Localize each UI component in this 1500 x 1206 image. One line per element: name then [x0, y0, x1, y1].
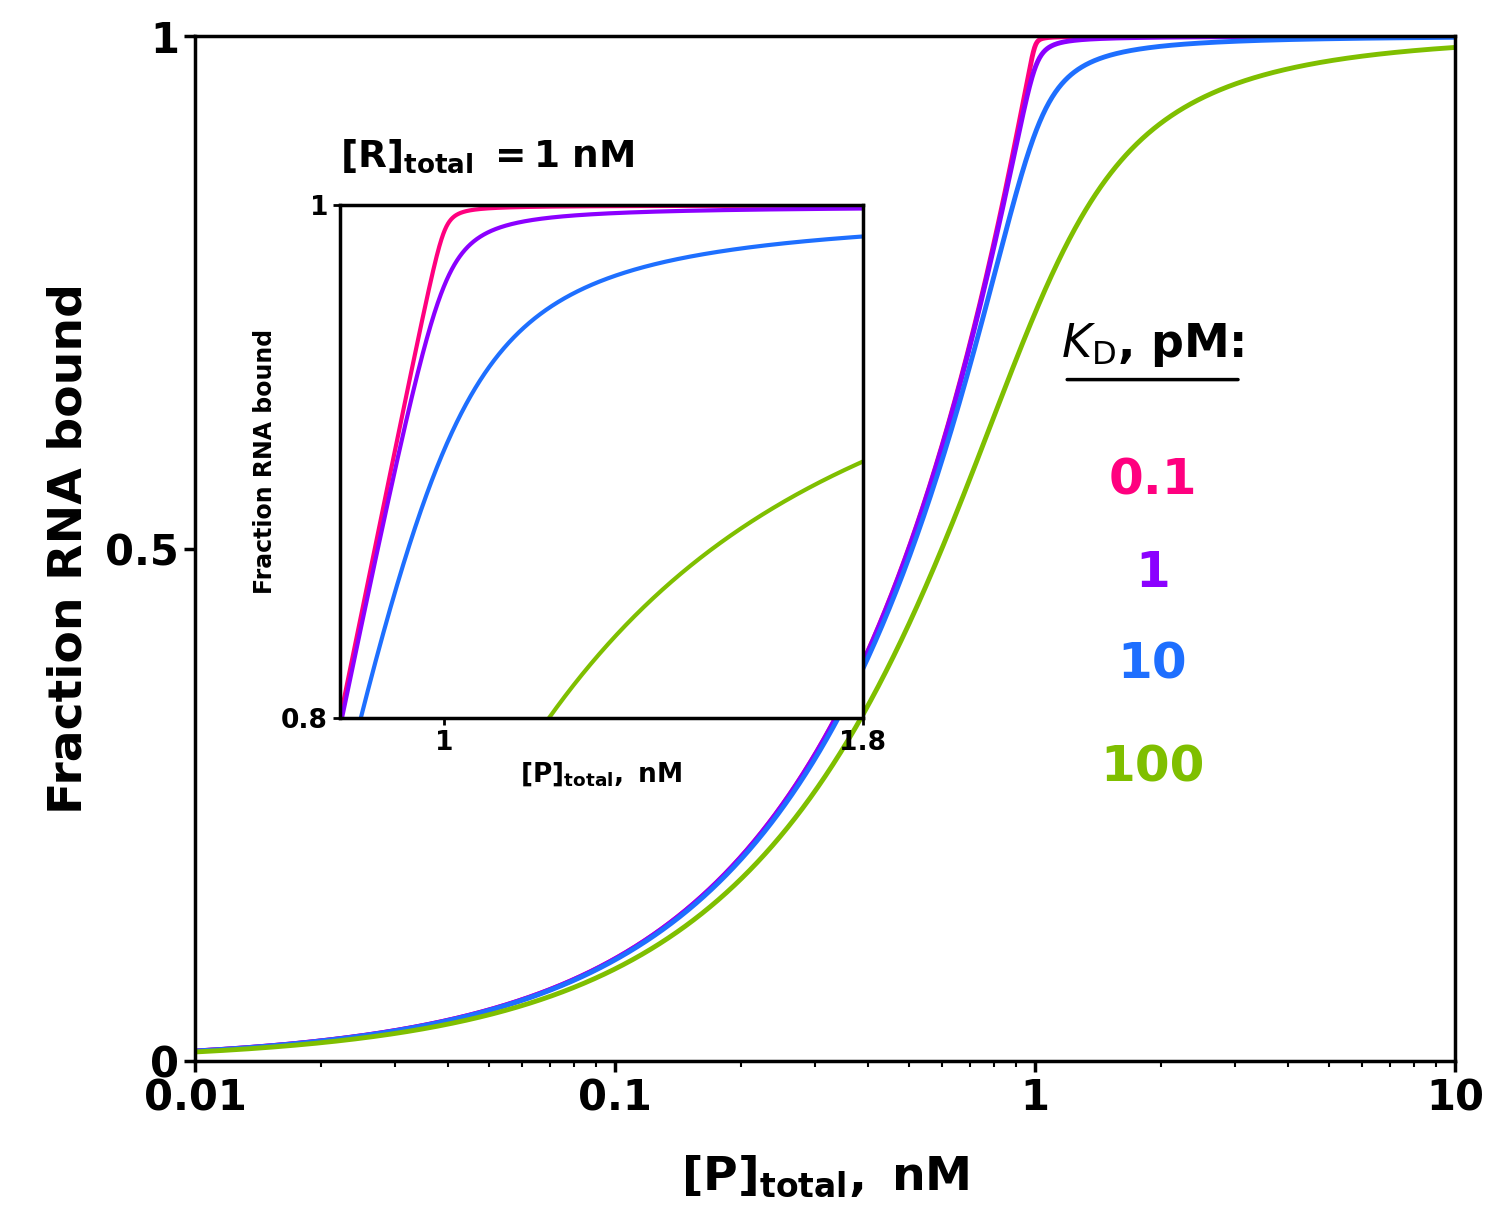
Text: 10: 10	[1118, 642, 1188, 689]
Text: 1: 1	[1136, 549, 1170, 597]
Text: 100: 100	[1101, 743, 1204, 791]
Text: $\mathbf{[R]}_{\mathbf{total}}$ $\mathbf{= 1\ nM}$: $\mathbf{[R]}_{\mathbf{total}}$ $\mathbf…	[340, 137, 634, 175]
Text: $\mathit{K}_\mathrm{D}$, pM:: $\mathit{K}_\mathrm{D}$, pM:	[1060, 321, 1244, 369]
Text: $\mathbf{[P]}_{\mathbf{total}}$$\mathbf{,\ nM}$: $\mathbf{[P]}_{\mathbf{total}}$$\mathbf{…	[681, 1153, 969, 1199]
Y-axis label: Fraction RNA bound: Fraction RNA bound	[46, 283, 92, 814]
Text: 0.1: 0.1	[1108, 456, 1197, 504]
